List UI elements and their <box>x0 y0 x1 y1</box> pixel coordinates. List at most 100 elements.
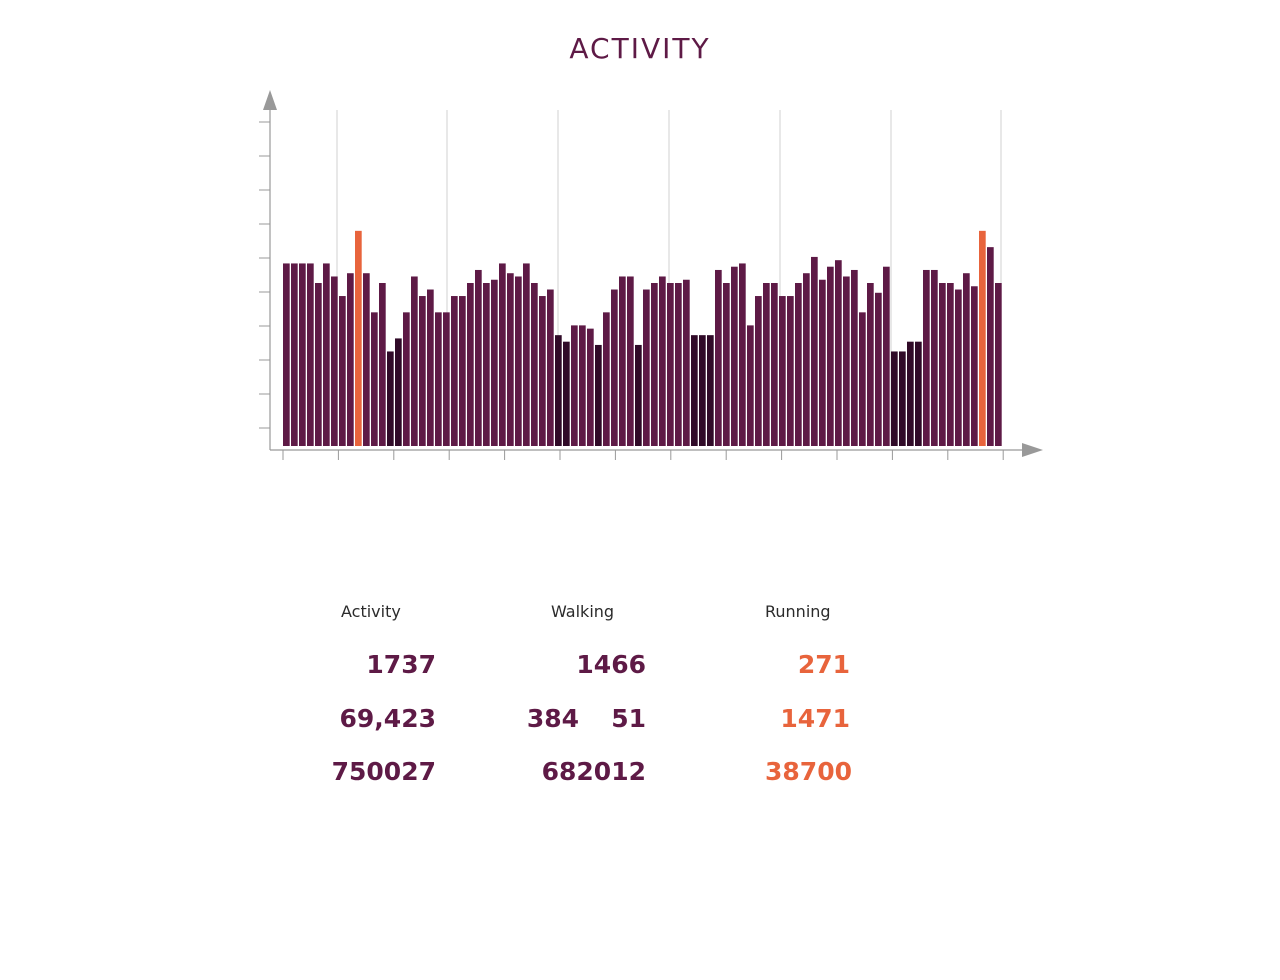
bar <box>787 296 794 446</box>
bar <box>763 283 770 446</box>
stat-running-value: 38700 <box>765 757 852 786</box>
bar <box>611 289 618 446</box>
bar <box>939 283 946 446</box>
bar <box>979 230 986 446</box>
bar <box>971 286 978 446</box>
bar-series <box>283 230 1002 446</box>
bar <box>403 312 410 446</box>
bar <box>523 263 530 446</box>
bar <box>779 296 786 446</box>
bar <box>363 273 370 446</box>
stat-running-value: 271 <box>797 650 850 679</box>
bar <box>507 273 514 446</box>
bar <box>947 283 954 446</box>
bar <box>875 292 882 446</box>
bar <box>587 328 594 446</box>
bar <box>843 276 850 446</box>
bar <box>603 312 610 446</box>
bar <box>955 289 962 446</box>
stat-running-value: 1471 <box>780 704 850 733</box>
bar <box>827 266 834 446</box>
bar <box>547 289 554 446</box>
y-axis-arrow <box>263 90 277 110</box>
bar <box>859 312 866 446</box>
bar <box>395 338 402 446</box>
bar <box>459 296 466 446</box>
bar <box>427 289 434 446</box>
bar <box>619 276 626 446</box>
bar <box>771 283 778 446</box>
bar <box>499 263 506 446</box>
bar <box>379 283 386 446</box>
bar <box>307 263 314 446</box>
bar <box>995 283 1002 446</box>
bar <box>667 283 674 446</box>
bar <box>987 247 994 446</box>
bar <box>491 279 498 446</box>
bar <box>795 283 802 446</box>
bar <box>747 325 754 446</box>
bar <box>419 296 426 446</box>
bar <box>819 279 826 446</box>
bar <box>899 351 906 446</box>
bar <box>451 296 458 446</box>
bar <box>963 273 970 446</box>
stat-activity-value: 1737 <box>366 650 436 679</box>
chart-title: ACTIVITY <box>569 32 711 65</box>
stat-walking-value: 1466 <box>576 650 646 679</box>
bar <box>675 283 682 446</box>
bar <box>331 276 338 446</box>
stat-walking-value: 384 <box>526 704 579 733</box>
bar <box>627 276 634 446</box>
bar <box>755 296 762 446</box>
bar <box>691 335 698 446</box>
bar <box>347 273 354 446</box>
bar <box>851 269 858 446</box>
axes <box>263 90 1043 457</box>
bar <box>371 312 378 446</box>
bar <box>435 312 442 446</box>
bar <box>563 341 570 446</box>
bar <box>707 335 714 446</box>
bar <box>315 283 322 446</box>
stat-walking-value: 682012 <box>541 757 646 786</box>
x-ticks <box>282 450 1004 460</box>
stat-activity-value: 750027 <box>331 757 436 786</box>
bar <box>715 269 722 446</box>
x-axis-arrow <box>1022 443 1043 457</box>
activity-bar-chart <box>259 90 1043 460</box>
bar <box>531 283 538 446</box>
bar <box>475 269 482 446</box>
bar <box>643 289 650 446</box>
bar <box>515 276 522 446</box>
bar <box>595 344 602 446</box>
bar <box>835 260 842 446</box>
bar <box>723 283 730 446</box>
bar <box>555 335 562 446</box>
bar <box>291 263 298 446</box>
stat-walking-value: 51 <box>611 704 646 733</box>
bar <box>299 263 306 446</box>
bar <box>891 351 898 446</box>
bar <box>867 283 874 446</box>
bar <box>539 296 546 446</box>
bar <box>651 283 658 446</box>
bar <box>923 269 930 446</box>
bar <box>635 344 642 446</box>
stat-activity-value: 69,423 <box>339 704 436 733</box>
bar <box>907 341 914 446</box>
bar <box>883 266 890 446</box>
bar <box>411 276 418 446</box>
y-ticks <box>259 121 270 429</box>
bar <box>659 276 666 446</box>
bar <box>931 269 938 446</box>
bar <box>579 325 586 446</box>
stats-header-running: Running <box>765 602 831 621</box>
bar <box>571 325 578 446</box>
bar <box>283 263 290 446</box>
bar <box>339 296 346 446</box>
bar <box>683 279 690 446</box>
stats-header-activity: Activity <box>341 602 401 621</box>
bar <box>731 266 738 446</box>
bar <box>915 341 922 446</box>
